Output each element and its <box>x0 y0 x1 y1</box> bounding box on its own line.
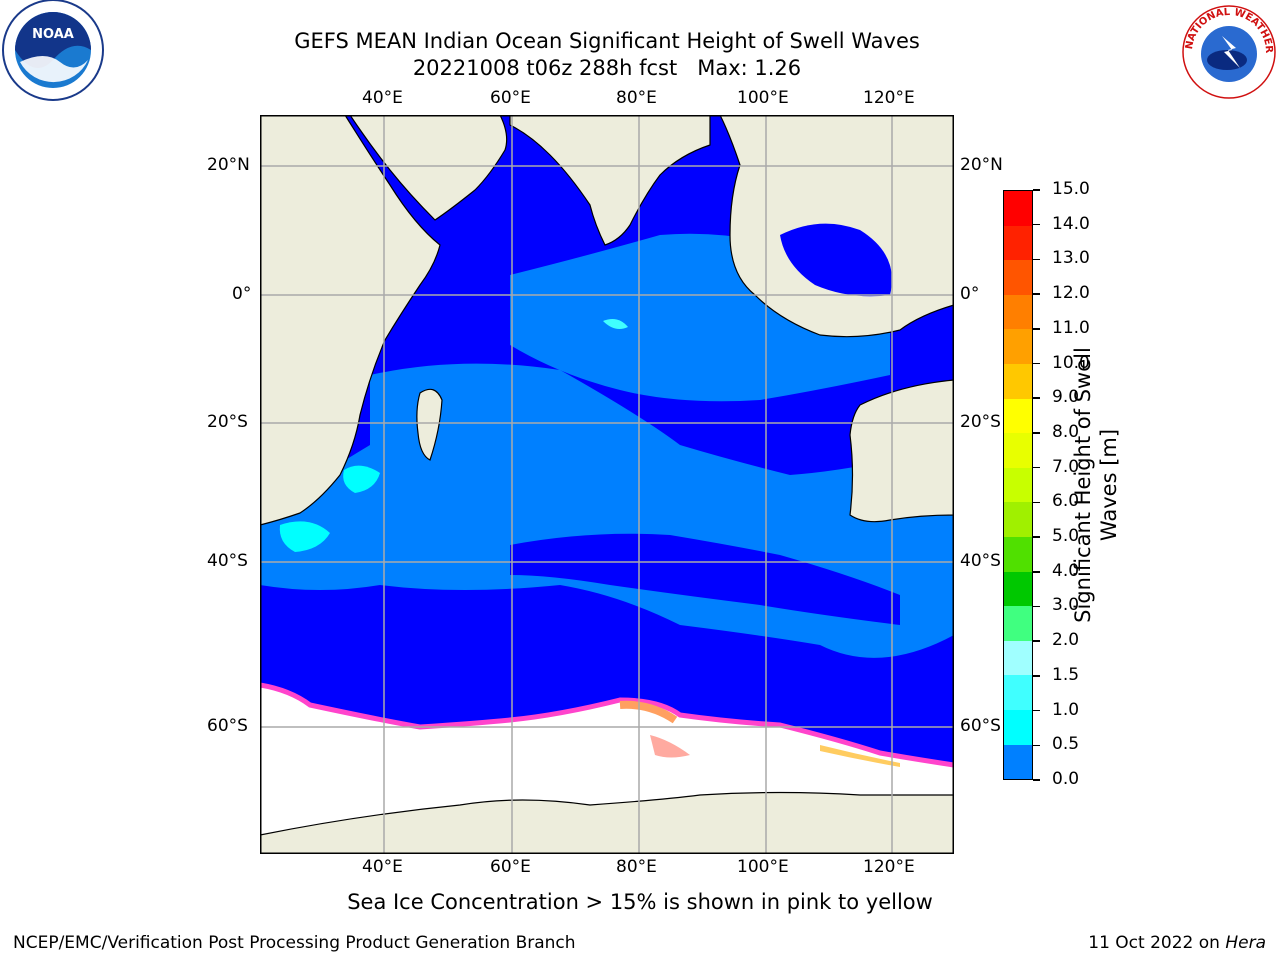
colorbar-tick-mark <box>1033 605 1040 608</box>
footer-date: 11 Oct 2022 on Hera <box>1088 933 1266 953</box>
lat-label-left-60s: 60°S <box>207 716 248 736</box>
noaa-logo: NOAA <box>0 0 106 106</box>
lon-label-bottom-100e: 100°E <box>737 857 789 877</box>
colorbar-segment <box>1004 571 1032 607</box>
lon-label-top-120e: 120°E <box>863 88 915 108</box>
lat-label-right-0: 0° <box>960 284 980 304</box>
colorbar-segment <box>1004 398 1032 434</box>
colorbar-tick-mark <box>1033 397 1040 399</box>
lat-label-right-40s: 40°S <box>960 551 1001 571</box>
lon-label-top-80e: 80°E <box>616 88 657 108</box>
map-subtitle: 20221008 t06z 288h fcst Max: 1.26 <box>412 56 802 80</box>
map-panel <box>259 114 955 855</box>
lat-label-right-20s: 20°S <box>960 412 1001 432</box>
colorbar-tick-label: 1.0 <box>1052 699 1080 720</box>
lon-label-bottom-80e: 80°E <box>616 857 657 877</box>
colorbar-tick-label: 12.0 <box>1052 283 1090 304</box>
colorbar-tick-mark <box>1033 536 1040 538</box>
colorbar-tick-label: 3.0 <box>1052 595 1080 616</box>
footer-date-text: 11 Oct 2022 on <box>1088 933 1226 953</box>
colorbar-tick-label: 4.0 <box>1052 560 1080 581</box>
colorbar-tick-mark <box>1033 466 1040 469</box>
colorbar-segment <box>1004 294 1032 330</box>
colorbar-tick-label: 6.0 <box>1052 491 1080 512</box>
colorbar-segment <box>1004 329 1032 364</box>
ice-caption: Sea Ice Concentration > 15% is shown in … <box>347 890 933 914</box>
map-title: GEFS MEAN Indian Ocean Significant Heigh… <box>294 29 920 53</box>
colorbar-segment <box>1004 709 1032 745</box>
colorbar-segment <box>1004 363 1032 399</box>
colorbar-tick-mark <box>1033 709 1040 712</box>
colorbar-tick-mark <box>1033 675 1040 677</box>
lat-label-left-20n: 20°N <box>207 155 250 175</box>
colorbar-tick-mark <box>1033 744 1040 747</box>
colorbar-tick-label: 10.0 <box>1052 352 1090 373</box>
colorbar-segment <box>1004 536 1032 572</box>
colorbar-tick-label: 0.0 <box>1052 769 1080 789</box>
colorbar-tick-mark <box>1033 258 1040 261</box>
lat-label-left-20s: 20°S <box>207 412 248 432</box>
colorbar-segment <box>1004 260 1032 295</box>
colorbar <box>1003 190 1033 780</box>
colorbar-tick-label: 14.0 <box>1052 213 1090 234</box>
lon-label-bottom-120e: 120°E <box>863 857 915 877</box>
colorbar-tick-label: 15.0 <box>1052 179 1090 199</box>
colorbar-tick-mark <box>1033 223 1040 226</box>
colorbar-tick-mark <box>1033 328 1040 330</box>
colorbar-segment <box>1004 640 1032 676</box>
colorbar-tick-label: 0.5 <box>1052 734 1080 755</box>
lat-label-right-60s: 60°S <box>960 716 1001 736</box>
colorbar-segment <box>1004 606 1032 641</box>
lon-label-bottom-60e: 60°E <box>490 857 531 877</box>
colorbar-tick-mark <box>1033 779 1040 781</box>
colorbar-segment <box>1004 502 1032 537</box>
colorbar-tick-label: 13.0 <box>1052 248 1090 269</box>
colorbar-tick-mark <box>1033 432 1040 434</box>
colorbar-segment <box>1004 744 1032 780</box>
colorbar-tick-label: 5.0 <box>1052 526 1080 547</box>
colorbar-tick-label: 2.0 <box>1052 630 1080 651</box>
colorbar-tick-mark <box>1033 501 1040 504</box>
lon-label-bottom-40e: 40°E <box>362 857 403 877</box>
colorbar-segment <box>1004 191 1032 226</box>
colorbar-tick-mark <box>1033 189 1040 191</box>
colorbar-tick-label: 8.0 <box>1052 421 1080 442</box>
colorbar-tick-mark <box>1033 571 1040 573</box>
colorbar-segment <box>1004 433 1032 468</box>
colorbar-tick-label: 1.5 <box>1052 664 1080 685</box>
colorbar-tick-label: 11.0 <box>1052 317 1090 338</box>
lat-label-right-20n: 20°N <box>960 155 1003 175</box>
colorbar-tick-mark <box>1033 640 1040 642</box>
colorbar-segment <box>1004 467 1032 503</box>
colorbar-tick-label: 7.0 <box>1052 456 1080 477</box>
lat-label-left-40s: 40°S <box>207 551 248 571</box>
colorbar-label: Significant Height of Swell Waves [m] <box>1071 347 1121 623</box>
colorbar-segment <box>1004 225 1032 261</box>
footer-branch: NCEP/EMC/Verification Post Processing Pr… <box>13 933 576 953</box>
lon-label-top-40e: 40°E <box>362 88 403 108</box>
lon-label-top-100e: 100°E <box>737 88 789 108</box>
nws-logo: NATIONAL WEATHER SERVICE <box>1174 0 1280 102</box>
footer-host: Hera <box>1225 933 1266 953</box>
svg-text:NOAA: NOAA <box>32 27 74 42</box>
colorbar-tick-mark <box>1033 362 1040 365</box>
colorbar-segment <box>1004 675 1032 710</box>
colorbar-tick-mark <box>1033 293 1040 295</box>
lat-label-left-0: 0° <box>232 284 252 304</box>
lon-label-top-60e: 60°E <box>490 88 531 108</box>
colorbar-tick-label: 9.0 <box>1052 387 1080 408</box>
